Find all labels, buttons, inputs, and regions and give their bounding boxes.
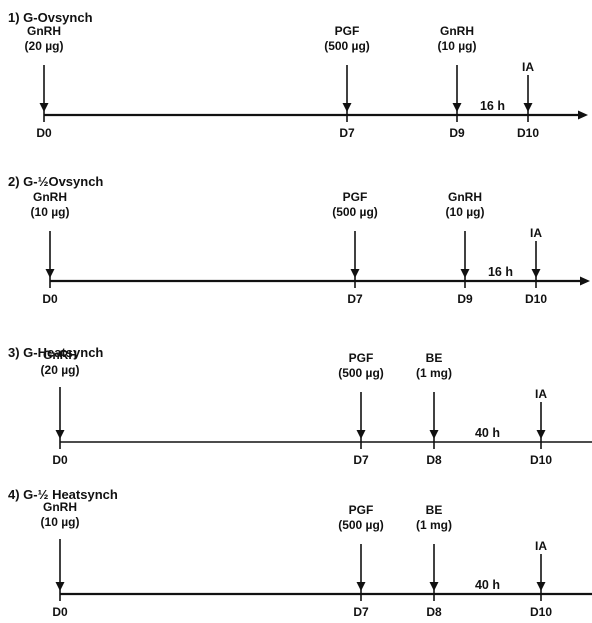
event-dose: (20 µg) — [41, 363, 80, 377]
event-dose: (500 µg) — [324, 39, 370, 53]
event-dose: (500 µg) — [338, 518, 384, 532]
event-arrow — [356, 392, 366, 439]
event-arrow — [39, 65, 49, 112]
day-label: D0 — [52, 605, 68, 619]
event-ia-d10: D10 IA — [525, 226, 547, 306]
event-name: PGF — [343, 190, 368, 204]
day-label: D8 — [426, 605, 442, 619]
event-arrow — [356, 544, 366, 591]
interval-label: 16 h — [488, 265, 513, 279]
event-name: IA — [535, 539, 547, 553]
protocol-title: 1) G-Ovsynch — [8, 10, 93, 25]
day-label: D10 — [530, 453, 552, 467]
event-arrow — [531, 241, 541, 278]
event-arrow — [523, 75, 533, 112]
event-arrow — [536, 554, 546, 591]
event-name: GnRH — [43, 348, 77, 362]
event-name: GnRH — [448, 190, 482, 204]
event-name: GnRH — [43, 500, 77, 514]
day-label: D10 — [530, 605, 552, 619]
day-label: D7 — [353, 605, 369, 619]
event-gnrh-d0: D0 GnRH(20 µg) — [41, 348, 80, 467]
event-arrow — [342, 65, 352, 112]
event-name: GnRH — [440, 24, 474, 38]
event-arrow — [429, 544, 439, 591]
event-dose: (1 mg) — [416, 518, 452, 532]
event-name: PGF — [349, 503, 374, 517]
event-name: IA — [522, 60, 534, 74]
day-label: D9 — [449, 126, 465, 140]
event-gnrh-d0: D0 GnRH(20 µg) — [25, 24, 64, 140]
day-label: D7 — [339, 126, 355, 140]
event-dose: (500 µg) — [332, 205, 378, 219]
event-pgf-d7: D7 PGF(500 µg) — [324, 24, 370, 140]
event-ia-d10: D10 IA — [530, 539, 552, 619]
event-pgf-d7: D7 PGF(500 µg) — [338, 351, 384, 467]
protocol-title: 3) G-Heatsynch — [8, 345, 103, 360]
event-name: GnRH — [27, 24, 61, 38]
event-name: GnRH — [33, 190, 67, 204]
event-arrow — [45, 231, 55, 278]
event-name: PGF — [349, 351, 374, 365]
day-label: D0 — [42, 292, 58, 306]
interval-label: 40 h — [475, 578, 500, 592]
event-dose: (10 µg) — [31, 205, 70, 219]
event-be-d8: D8 BE(1 mg) — [416, 351, 452, 467]
event-arrow — [536, 402, 546, 439]
day-label: D7 — [347, 292, 363, 306]
event-dose: (10 µg) — [446, 205, 485, 219]
event-gnrh-d9: D9 GnRH(10 µg) — [446, 190, 485, 306]
event-arrow — [460, 231, 470, 278]
event-gnrh-d0: D0 GnRH(10 µg) — [41, 500, 80, 619]
event-pgf-d7: D7 PGF(500 µg) — [338, 503, 384, 619]
event-name: IA — [535, 387, 547, 401]
event-arrow — [350, 231, 360, 278]
day-label: D8 — [426, 453, 442, 467]
protocol-title: 2) G-½Ovsynch — [8, 174, 103, 189]
day-label: D0 — [36, 126, 52, 140]
event-name: BE — [426, 503, 443, 517]
day-label: D10 — [517, 126, 539, 140]
interval-label: 40 h — [475, 426, 500, 440]
event-dose: (20 µg) — [25, 39, 64, 53]
protocol-title: 4) G-½ Heatsynch — [8, 487, 118, 502]
timeline-arrowhead — [580, 276, 590, 286]
protocol-panel-3: 3) G-Heatsynch D0 GnRH(20 µg) D7 PGF(500 µg)… — [8, 345, 592, 467]
day-label: D10 — [525, 292, 547, 306]
day-label: D9 — [457, 292, 473, 306]
event-gnrh-d0: D0 GnRH(10 µg) — [31, 190, 70, 306]
event-name: PGF — [335, 24, 360, 38]
event-dose: (10 µg) — [438, 39, 477, 53]
event-gnrh-d9: D9 GnRH(10 µg) — [438, 24, 477, 140]
event-name: BE — [426, 351, 443, 365]
event-pgf-d7: D7 PGF(500 µg) — [332, 190, 378, 306]
event-arrow — [429, 392, 439, 439]
event-arrow — [55, 539, 65, 591]
event-dose: (500 µg) — [338, 366, 384, 380]
event-ia-d10: D10 IA — [530, 387, 552, 467]
timeline-arrowhead — [578, 110, 588, 120]
event-arrow — [452, 65, 462, 112]
event-arrow — [55, 387, 65, 439]
event-dose: (10 µg) — [41, 515, 80, 529]
day-label: D0 — [52, 453, 68, 467]
event-ia-d10: D10 IA — [517, 60, 539, 140]
event-dose: (1 mg) — [416, 366, 452, 380]
protocol-panel-4: 4) G-½ Heatsynch D0 GnRH(10 µg) D7 PGF(500 µ… — [8, 487, 592, 619]
event-name: IA — [530, 226, 542, 240]
interval-label: 16 h — [480, 99, 505, 113]
day-label: D7 — [353, 453, 369, 467]
event-be-d8: D8 BE(1 mg) — [416, 503, 452, 619]
